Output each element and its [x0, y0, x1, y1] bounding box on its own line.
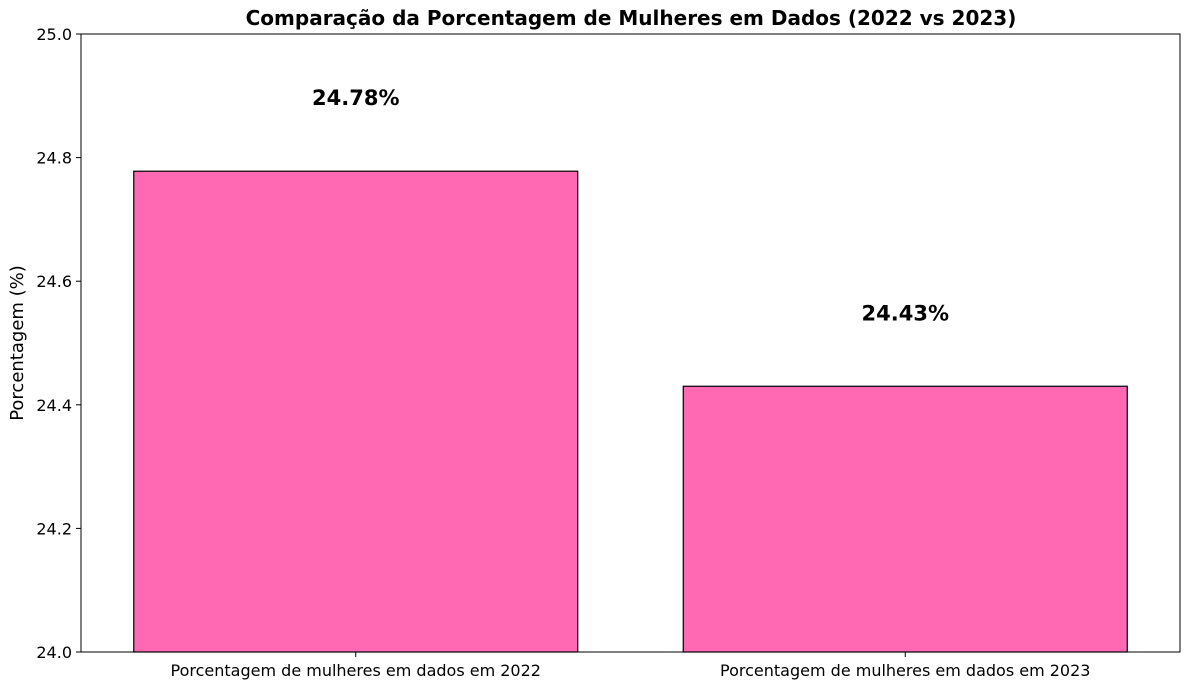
bar-1: [133, 170, 579, 653]
y-tick-label-2: 24.2: [36, 519, 72, 538]
x-axis-ticks: Porcentagem de mulheres em dados em 2022…: [171, 652, 1090, 680]
chart-title: Comparação da Porcentagem de Mulheres em…: [246, 6, 1017, 30]
data-label-2: 24.43%: [862, 301, 949, 325]
y-tick-label-1: 24.0: [36, 643, 72, 662]
y-axis-label: Porcentagem (%): [7, 265, 28, 421]
y-tick-label-3: 24.4: [36, 396, 72, 415]
x-tick-label-1: Porcentagem de mulheres em dados em 2022: [171, 661, 541, 680]
y-tick-label-4: 24.6: [36, 272, 72, 291]
data-label-1: 24.78%: [312, 86, 399, 110]
bars-group: [133, 170, 1128, 653]
y-axis-ticks: 24.0 24.2 24.4 24.6 24.8 25.0: [36, 25, 81, 662]
y-tick-label-5: 24.8: [36, 149, 72, 168]
plot-frame: [80, 33, 1181, 653]
data-labels-group: 24.78% 24.43%: [312, 86, 949, 325]
bar-2: [682, 385, 1128, 653]
x-tick-label-2: Porcentagem de mulheres em dados em 2023: [720, 661, 1090, 680]
y-tick-label-6: 25.0: [36, 25, 72, 44]
